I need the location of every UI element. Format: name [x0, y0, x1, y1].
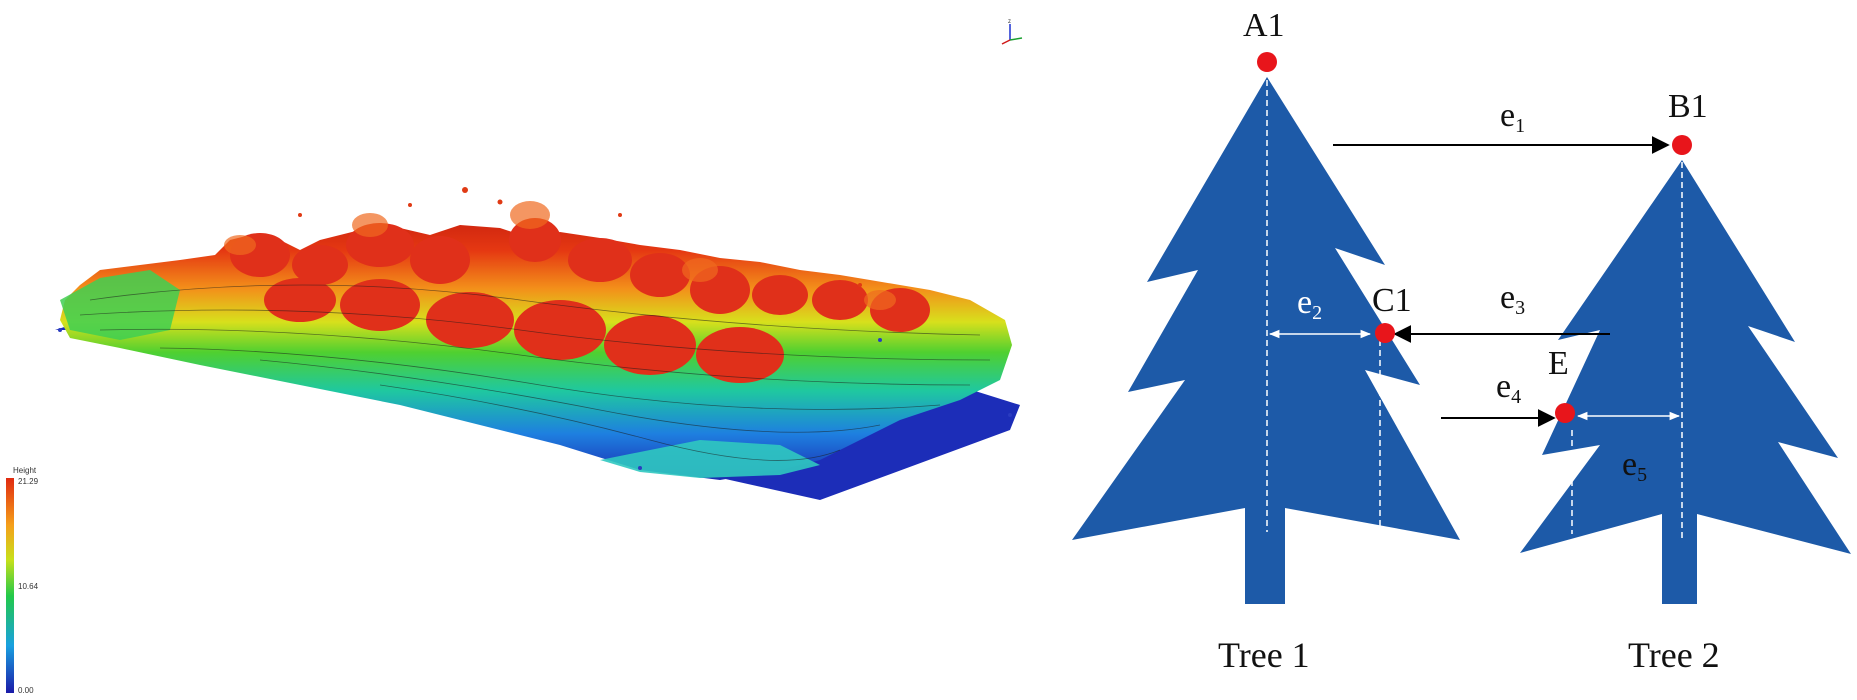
point-cloud-panel: z Height 21.29 10.64 0.00: [6, 19, 1023, 695]
label-e2: e2: [1297, 284, 1322, 324]
point-cloud-edge-front: [600, 440, 820, 478]
tree-1: [1072, 77, 1460, 604]
label-c1: C1: [1372, 282, 1412, 319]
label-e3: e3: [1500, 279, 1525, 319]
point-c1: [1375, 323, 1395, 343]
colorbar-title: Height: [13, 466, 37, 475]
label-a1: A1: [1243, 7, 1285, 44]
label-b1: B1: [1668, 88, 1708, 125]
colorbar-mid-label: 10.64: [18, 582, 39, 591]
point-cloud-crowns: [230, 218, 930, 383]
caption-tree-2: Tree 2: [1628, 635, 1720, 675]
axis-gizmo: z: [1001, 19, 1023, 45]
label-e4: e4: [1496, 368, 1521, 408]
colorbar-gradient: [6, 478, 14, 693]
label-e1: e1: [1500, 97, 1525, 137]
axis-gizmo-label: z: [1008, 19, 1011, 25]
tree-diagram: A1 B1 C1 E e1 e2 e3 e4 e5 Tree 1 Tree 2: [1072, 7, 1851, 675]
point-cloud-edge-left: [60, 270, 180, 340]
point-e: [1555, 403, 1575, 423]
colorbar-max-label: 21.29: [18, 477, 39, 486]
point-cloud-contours: [79, 284, 991, 461]
point-cloud-crowns-highlight: [224, 201, 896, 310]
label-e5: e5: [1622, 446, 1647, 486]
point-b1: [1672, 135, 1692, 155]
height-colorbar: Height 21.29 10.64 0.00: [6, 466, 39, 695]
colorbar-min-label: 0.00: [18, 686, 34, 695]
tree-2-shape: [1520, 160, 1851, 604]
label-e: E: [1548, 345, 1569, 382]
point-cloud-stray-points: [298, 187, 862, 287]
tree-2: [1520, 160, 1851, 604]
point-a1: [1257, 52, 1277, 72]
caption-tree-1: Tree 1: [1218, 635, 1310, 675]
tree-1-shape: [1072, 77, 1460, 604]
